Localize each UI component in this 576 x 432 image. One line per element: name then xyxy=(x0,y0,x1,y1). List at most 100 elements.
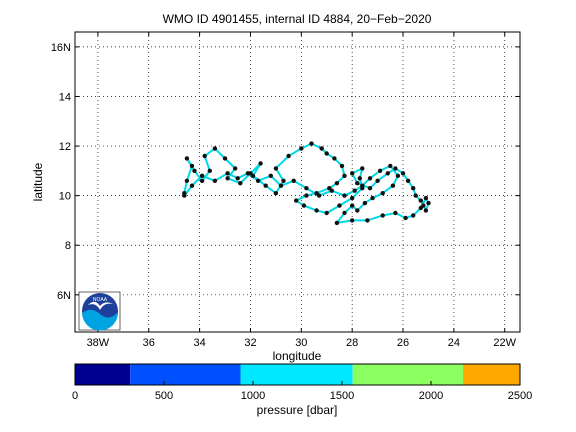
y-tick-label: 8 xyxy=(65,240,71,252)
profile-point xyxy=(199,178,205,183)
colorbar-segment xyxy=(130,364,241,385)
profile-point xyxy=(418,205,423,211)
float-track xyxy=(182,141,431,226)
profile-point xyxy=(184,156,190,161)
x-tick-label: 26 xyxy=(397,337,409,349)
profile-point xyxy=(375,178,380,183)
profile-point xyxy=(309,141,314,146)
profile-point xyxy=(235,176,240,181)
y-axis-label: latitude xyxy=(31,162,45,201)
profile-point xyxy=(314,208,319,213)
profile-point xyxy=(360,183,365,188)
profile-point xyxy=(301,203,307,208)
profile-point xyxy=(258,161,263,166)
profile-point xyxy=(367,176,373,181)
profile-point xyxy=(332,156,337,161)
profile-point xyxy=(202,153,207,159)
profile-point xyxy=(360,166,365,171)
colorbar-tick-label: 1500 xyxy=(330,390,354,402)
x-tick-label: 30 xyxy=(295,337,307,349)
colorbar-label: pressure [dbar] xyxy=(257,403,338,417)
profile-point xyxy=(192,168,197,173)
profile-point xyxy=(329,188,334,193)
profile-point xyxy=(370,195,375,201)
profile-point xyxy=(352,188,357,193)
profile-point xyxy=(342,210,347,216)
profile-point xyxy=(225,176,230,181)
profile-point xyxy=(263,183,268,188)
x-tick-label: 32 xyxy=(244,337,256,349)
profile-point xyxy=(238,181,243,186)
colorbar-frame xyxy=(74,363,521,386)
profile-point xyxy=(334,220,340,226)
profile-point xyxy=(400,171,406,176)
profile-point xyxy=(304,186,309,191)
profile-point xyxy=(182,193,187,198)
profile-point xyxy=(357,176,362,181)
colorbar-tick-label: 0 xyxy=(72,390,78,402)
profile-point xyxy=(245,171,251,176)
profile-point xyxy=(388,163,393,169)
profile-point xyxy=(355,208,360,213)
profile-point xyxy=(411,213,416,218)
profile-point xyxy=(342,173,347,178)
profile-point xyxy=(367,186,373,191)
x-tick-label: 22W xyxy=(493,337,516,349)
profile-point xyxy=(222,156,228,161)
colorbar-tick-label: 1000 xyxy=(241,390,265,402)
profile-point xyxy=(316,193,322,198)
profile-point xyxy=(189,163,195,169)
colorbar-tick-label: 500 xyxy=(155,390,173,402)
profile-point xyxy=(225,171,230,176)
profile-point xyxy=(390,183,396,188)
profile-point xyxy=(291,178,296,183)
profile-point xyxy=(385,171,390,176)
profile-point xyxy=(380,191,385,196)
colorbar-segment xyxy=(352,364,464,385)
chart-title: WMO ID 4901455, internal ID 4884, 20−Feb… xyxy=(163,12,432,26)
profile-point xyxy=(212,178,218,183)
x-tick-label: 38W xyxy=(87,337,110,349)
profile-point xyxy=(233,166,238,171)
y-tick-label: 6N xyxy=(57,290,71,302)
pressure-colorbar: 0 500 1000 1500 2000 2500 pressure [dbar] xyxy=(72,363,532,417)
noaa-logo-icon: NOAA xyxy=(78,291,121,331)
profile-point xyxy=(337,203,342,208)
profile-point xyxy=(199,173,205,178)
colorbar-segment xyxy=(463,364,520,385)
profile-point xyxy=(286,153,291,159)
profile-point xyxy=(294,198,299,203)
profile-point xyxy=(324,210,329,216)
profile-point xyxy=(403,215,408,221)
profile-point xyxy=(350,195,355,201)
profile-point xyxy=(319,146,324,151)
profile-point xyxy=(365,218,370,223)
profile-point xyxy=(362,200,368,206)
colorbar-ticks: 0 500 1000 1500 2000 2500 xyxy=(72,381,532,402)
colorbar-segments xyxy=(75,364,520,385)
x-tick-label: 34 xyxy=(193,337,205,349)
profile-point xyxy=(268,173,273,178)
profile-point xyxy=(380,213,385,218)
profile-point xyxy=(377,168,383,173)
x-axis-label: longitude xyxy=(273,349,322,363)
profile-point xyxy=(393,210,398,216)
profile-point xyxy=(426,200,431,206)
map-axes: 38W 36 34 32 30 28 26 24 22W 6N 8 10 12 14 16N NOAA lo… xyxy=(31,31,521,363)
y-tick-label: 14 xyxy=(59,91,71,103)
profile-point xyxy=(207,168,212,173)
colorbar-segment xyxy=(240,364,353,385)
colorbar-segment xyxy=(75,364,131,385)
profile-point xyxy=(273,191,279,196)
ticks-layer: 38W 36 34 32 30 28 26 24 22W 6N 8 10 12 14 16N xyxy=(51,32,520,349)
profile-point xyxy=(423,195,429,201)
profile-point xyxy=(350,218,355,223)
x-tick-label: 36 xyxy=(143,337,155,349)
y-tick-label: 12 xyxy=(59,141,71,153)
profile-point xyxy=(342,193,347,198)
noaa-logo-text: NOAA xyxy=(93,297,108,303)
profile-point xyxy=(393,166,398,171)
profile-point xyxy=(184,178,190,183)
profile-point xyxy=(324,151,329,156)
